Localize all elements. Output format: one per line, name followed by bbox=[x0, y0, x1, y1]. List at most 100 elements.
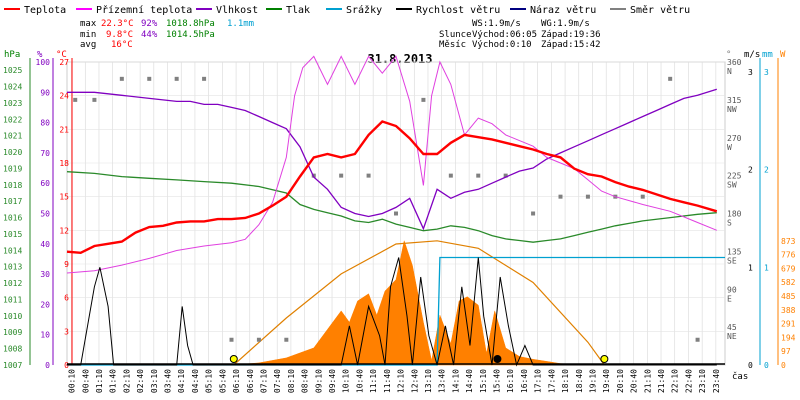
x-tick-label: 09:10 bbox=[314, 369, 323, 393]
x-tick-label: 20:10 bbox=[616, 369, 625, 393]
pressure-tick: 1021 bbox=[3, 132, 22, 141]
wind-direction-point bbox=[640, 194, 645, 199]
stats-min-press: 1014.5hPa bbox=[166, 30, 215, 40]
x-tick-label: 17:40 bbox=[547, 369, 556, 393]
pressure-tick: 1012 bbox=[3, 279, 22, 288]
temperature-tick: 6 bbox=[64, 294, 69, 303]
wind-direction-point bbox=[503, 173, 508, 178]
wind-direction-point bbox=[256, 337, 261, 342]
pressure-tick: 1020 bbox=[3, 148, 22, 157]
wind-direction-point bbox=[531, 211, 536, 216]
pressure-tick: 1014 bbox=[3, 246, 22, 255]
stats-max-label: max bbox=[80, 19, 97, 29]
x-tick-label: 16:40 bbox=[520, 369, 529, 393]
x-tick-label: 06:40 bbox=[246, 369, 255, 393]
wind-tick: 0 bbox=[748, 361, 753, 370]
stats-block: max 22.3°C 92% 1018.8hPa 1.1mm min 9.8°C… bbox=[80, 19, 254, 50]
pressure-tick: 1008 bbox=[3, 345, 22, 354]
humidity-tick: 0 bbox=[45, 361, 50, 370]
pressure-tick: 1022 bbox=[3, 115, 22, 124]
direction-label: SE bbox=[727, 256, 737, 265]
series-solar-area bbox=[231, 239, 588, 366]
pressure-tick: 1011 bbox=[3, 295, 22, 304]
pressure-tick: 1016 bbox=[3, 214, 22, 223]
stats-min-temp: 9.8°C bbox=[106, 30, 133, 40]
legend-label-vlhkost: Vlhkost bbox=[216, 5, 258, 16]
chart-title: 31.8.2013 bbox=[367, 52, 432, 66]
wind-direction-point bbox=[585, 194, 590, 199]
legend-label-prizemni-teplota: Přízemní teplota bbox=[96, 4, 192, 16]
wind-tick: 3 bbox=[748, 68, 753, 77]
x-tick-label: 16:10 bbox=[506, 369, 515, 393]
legend-label-naraz-vetru: Náraz větru bbox=[530, 4, 596, 16]
x-tick-labels: 00:10 00:40 01:10 01:40 02:10 02:40 03:10 03:40… bbox=[68, 369, 721, 393]
x-tick-label: 13:40 bbox=[438, 369, 447, 393]
humidity-tick: 50 bbox=[40, 210, 50, 219]
legend-item-rychlost-vetru: Rychlost větru bbox=[396, 4, 500, 16]
x-tick-label: 12:10 bbox=[397, 369, 406, 393]
legend-label-teplota: Teplota bbox=[24, 5, 66, 16]
wind-direction-point bbox=[284, 337, 289, 342]
stats-min-hum: 44% bbox=[141, 30, 158, 40]
humidity-tick: 10 bbox=[40, 331, 50, 340]
unit-ms: m/s bbox=[744, 50, 760, 60]
wind-direction-point bbox=[202, 76, 207, 81]
stats-min-label: min bbox=[80, 30, 96, 40]
series-ground-temp-line bbox=[66, 55, 717, 274]
unit-cas: čas bbox=[732, 371, 748, 382]
stats-max-press: 1018.8hPa bbox=[166, 19, 215, 29]
astro-sunset: Západ:19:36 bbox=[541, 30, 601, 40]
series-layer bbox=[66, 55, 725, 367]
x-tick-label: 23:40 bbox=[712, 369, 721, 393]
series-humidity-line bbox=[67, 88, 717, 231]
moonset-marker bbox=[493, 355, 502, 363]
x-tick-label: 11:10 bbox=[369, 369, 378, 393]
x-tick-label: 01:40 bbox=[109, 369, 118, 393]
humidity-tick: 40 bbox=[40, 240, 50, 249]
direction-label: NE bbox=[727, 332, 737, 341]
wind-direction-point bbox=[119, 76, 124, 81]
direction-tick: 360 bbox=[727, 58, 742, 67]
series-wind-line bbox=[67, 257, 717, 367]
direction-tick: 270 bbox=[727, 134, 742, 143]
wind-direction-point bbox=[394, 211, 398, 216]
astro-sun-label: Slunce bbox=[439, 30, 472, 40]
series-solar-theoretical bbox=[233, 240, 605, 366]
temperature-tick: 0 bbox=[64, 361, 69, 370]
temperature-tick: 3 bbox=[64, 327, 69, 336]
temperature-tick: 24 bbox=[59, 92, 69, 101]
wind-direction-point bbox=[421, 97, 426, 102]
wind-direction-point bbox=[558, 194, 563, 199]
wind-direction-point bbox=[92, 97, 97, 102]
solar-tick: 388 bbox=[781, 306, 796, 315]
x-tick-label: 07:40 bbox=[273, 369, 282, 393]
x-tick-label: 22:10 bbox=[671, 369, 680, 393]
x-tick-label: 23:10 bbox=[698, 369, 707, 393]
legend: Teplota Přízemní teplota Vlhkost Tlak Sr… bbox=[4, 4, 690, 16]
unit-degc: °C bbox=[56, 50, 67, 60]
x-tick-label: 00:10 bbox=[68, 369, 77, 393]
stats-avg-label: avg bbox=[80, 40, 96, 50]
wind-tick: 2 bbox=[748, 166, 753, 175]
stats-max-temp: 22.3°C bbox=[101, 19, 134, 29]
solar-tick: 194 bbox=[781, 333, 796, 342]
solar-tick: 291 bbox=[781, 320, 796, 329]
direction-label: N bbox=[727, 67, 732, 76]
rain-tick: 3 bbox=[764, 68, 769, 77]
x-tick-label: 17:10 bbox=[534, 369, 543, 393]
wind-direction-point bbox=[229, 337, 234, 342]
x-tick-label: 14:10 bbox=[451, 369, 460, 393]
x-tick-label: 19:40 bbox=[602, 369, 611, 393]
temperature-tick: 18 bbox=[59, 159, 69, 168]
astro-moon-label: Měsíc bbox=[439, 40, 466, 50]
unit-headers: hPa % °C ° m/s mm W čas bbox=[4, 50, 786, 382]
axes: 1025102410231022102110201019101810171016… bbox=[3, 58, 796, 370]
humidity-tick: 30 bbox=[40, 270, 50, 279]
wind-direction-point bbox=[73, 97, 78, 102]
humidity-tick: 60 bbox=[40, 179, 50, 188]
unit-mm: mm bbox=[762, 50, 773, 60]
solar-tick: 776 bbox=[781, 251, 796, 260]
x-tick-label: 20:40 bbox=[630, 369, 639, 393]
pressure-tick: 1007 bbox=[3, 361, 22, 370]
